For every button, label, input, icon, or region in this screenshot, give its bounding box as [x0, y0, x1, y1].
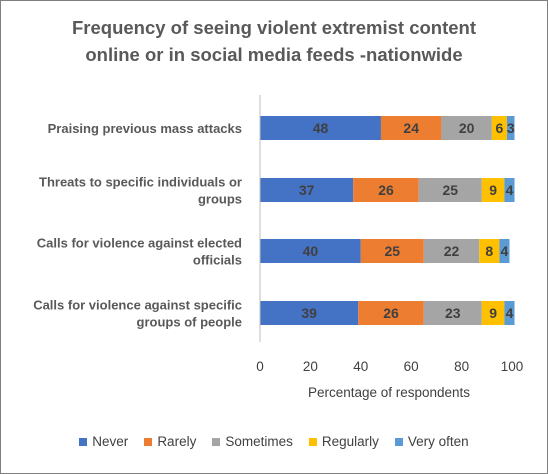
data-label-rarely-0: 24	[403, 120, 419, 136]
data-label-regularly-0: 6	[496, 120, 504, 136]
category-label-3-0: Calls for violence against specific	[33, 298, 242, 313]
data-label-sometimes-0: 20	[459, 120, 475, 136]
chart-title-line-2: online or in social media feeds -nationw…	[85, 44, 463, 65]
bar-never-2	[260, 239, 361, 263]
legend-item-regularly: Regularly	[308, 434, 379, 449]
x-tick-label-80: 80	[454, 359, 469, 374]
data-label-sometimes-1: 25	[442, 182, 458, 198]
legend-swatch	[212, 437, 221, 446]
data-label-very-often-0: 3	[507, 120, 515, 136]
bar-rarely-0	[380, 116, 442, 140]
bar-sometimes-3	[423, 301, 482, 325]
bar-very-often-3	[504, 301, 515, 325]
legend-item-never: Never	[79, 434, 128, 449]
bar-regularly-0	[491, 116, 507, 140]
x-tick-label-0: 0	[256, 359, 264, 374]
data-label-very-often-3: 4	[506, 305, 514, 321]
data-label-very-often-1: 4	[506, 182, 514, 198]
bar-regularly-1	[481, 178, 505, 202]
bar-regularly-2	[479, 239, 500, 263]
category-label-1-1: groups	[198, 192, 242, 207]
legend-item-very-often: Very often	[394, 434, 469, 449]
x-axis-title: Percentage of respondents	[308, 385, 470, 400]
legend-swatch	[394, 437, 403, 446]
data-label-sometimes-3: 23	[445, 305, 461, 321]
x-tick-label-20: 20	[303, 359, 318, 374]
chart-title: Frequency of seeing violent extremist co…	[0, 14, 548, 68]
data-label-regularly-2: 8	[485, 243, 493, 259]
legend-swatch	[308, 437, 317, 446]
bar-never-3	[260, 301, 359, 325]
bar-regularly-3	[481, 301, 505, 325]
chart-legend: Never Rarely Sometimes Regularly Very often	[0, 434, 548, 449]
category-label-1-0: Threats to specific individuals or	[39, 175, 242, 190]
chart-title-line-1: Frequency of seeing violent extremist co…	[71, 17, 476, 38]
data-label-never-3: 39	[301, 305, 317, 321]
bar-very-often-2	[499, 239, 510, 263]
legend-swatch	[144, 437, 153, 446]
bar-sometimes-1	[418, 178, 482, 202]
bar-very-often-1	[504, 178, 515, 202]
data-label-regularly-3: 9	[489, 305, 497, 321]
bar-very-often-0	[506, 116, 515, 140]
category-label-2-0: Calls for violence against elected	[37, 236, 242, 251]
x-tick-label-100: 100	[501, 359, 524, 374]
data-label-never-2: 40	[303, 243, 319, 259]
legend-swatch	[79, 437, 88, 446]
bar-sometimes-2	[423, 239, 480, 263]
bar-rarely-3	[358, 301, 424, 325]
legend-item-rarely: Rarely	[144, 434, 196, 449]
bar-never-0	[260, 116, 381, 140]
data-label-rarely-2: 25	[385, 243, 401, 259]
category-label-3-1: groups of people	[137, 315, 242, 330]
data-label-sometimes-2: 22	[444, 243, 460, 259]
data-label-regularly-1: 9	[489, 182, 497, 198]
legend-label: Very often	[407, 434, 469, 449]
legend-label: Regularly	[321, 434, 379, 449]
legend-item-sometimes: Sometimes	[212, 434, 293, 449]
legend-label: Rarely	[157, 434, 197, 449]
bar-never-1	[260, 178, 354, 202]
x-tick-label-40: 40	[353, 359, 368, 374]
x-tick-label-60: 60	[404, 359, 419, 374]
category-label-0-0: Praising previous mass attacks	[48, 121, 242, 136]
bar-rarely-1	[353, 178, 419, 202]
data-label-rarely-1: 26	[378, 182, 394, 198]
data-label-rarely-3: 26	[383, 305, 399, 321]
category-label-2-1: officials	[193, 253, 242, 268]
legend-label: Never	[92, 434, 129, 449]
legend-label: Sometimes	[225, 434, 293, 449]
data-label-very-often-2: 4	[501, 243, 509, 259]
data-label-never-0: 48	[313, 120, 329, 136]
bar-rarely-2	[360, 239, 424, 263]
bar-sometimes-0	[441, 116, 492, 140]
data-label-never-1: 37	[299, 182, 315, 198]
